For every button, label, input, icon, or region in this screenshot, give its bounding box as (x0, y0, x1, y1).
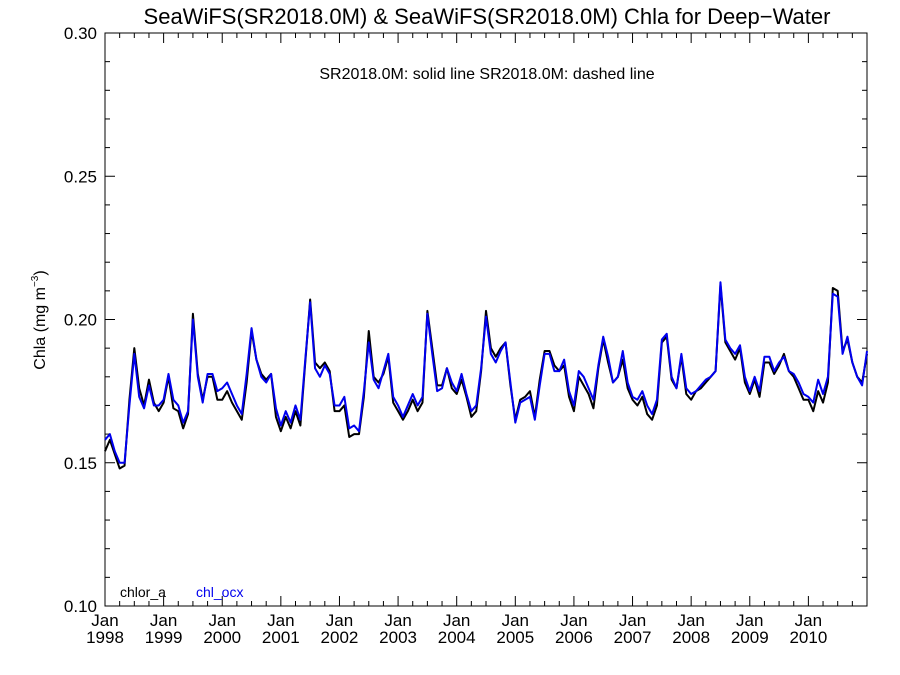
chart-subtitle: SR2018.0M: solid line SR2018.0M: dashed … (319, 66, 654, 83)
y-tick-label: 0.15 (64, 454, 97, 473)
x-tick-label-year: 2009 (731, 628, 769, 647)
x-tick-label-month: Jan (209, 611, 236, 630)
x-tick-label-year: 2007 (614, 628, 652, 647)
x-tick-label-month: Jan (502, 611, 529, 630)
y-tick-label: 0.30 (64, 24, 97, 43)
x-axis-ticks: Jan1998Jan1999Jan2000Jan2001Jan2002Jan20… (86, 33, 853, 647)
y-axis-ticks: 0.10 0.15 0.20 0.25 0.30 (64, 24, 867, 616)
x-tick-label-month: Jan (91, 611, 118, 630)
x-tick-label-month: Jan (443, 611, 470, 630)
x-tick-label-year: 2005 (496, 628, 534, 647)
x-tick-label-month: Jan (267, 611, 294, 630)
x-tick-label-month: Jan (384, 611, 411, 630)
x-tick-label-month: Jan (677, 611, 704, 630)
x-tick-label-year: 1999 (145, 628, 183, 647)
x-tick-label-year: 2002 (321, 628, 359, 647)
chart-title: SeaWiFS(SR2018.0M) & SeaWiFS(SR2018.0M) … (144, 4, 831, 29)
x-tick-label-year: 2006 (555, 628, 593, 647)
x-tick-label-year: 1998 (86, 628, 124, 647)
y-tick-label: 0.20 (64, 311, 97, 330)
legend-chl-ocx: chl_ocx (196, 584, 243, 600)
x-tick-label-month: Jan (326, 611, 353, 630)
series-line-chl-ocx (104, 281, 868, 464)
x-tick-label-year: 2001 (262, 628, 300, 647)
y-axis-label-sup: −3 (30, 275, 41, 287)
y-axis-label-main: Chla (mg m (32, 287, 49, 370)
legend-chlor-a: chlor_a (120, 584, 166, 600)
x-tick-label-month: Jan (150, 611, 177, 630)
x-tick-label-year: 2000 (203, 628, 241, 647)
y-axis-label: Chla (mg m−3) (30, 270, 49, 369)
x-tick-label-month: Jan (795, 611, 822, 630)
series-layer (104, 281, 868, 470)
x-tick-label-month: Jan (560, 611, 587, 630)
x-tick-label-month: Jan (619, 611, 646, 630)
x-tick-label-year: 2003 (379, 628, 417, 647)
y-tick-label: 0.25 (64, 167, 97, 186)
x-tick-label-year: 2004 (438, 628, 476, 647)
x-tick-label-year: 2008 (672, 628, 710, 647)
series-line-chlor-a (104, 284, 868, 470)
y-axis-label-close: ) (32, 270, 49, 275)
x-tick-label-month: Jan (736, 611, 763, 630)
x-tick-label-year: 2010 (789, 628, 827, 647)
y-tick-label: 0.10 (64, 597, 97, 616)
